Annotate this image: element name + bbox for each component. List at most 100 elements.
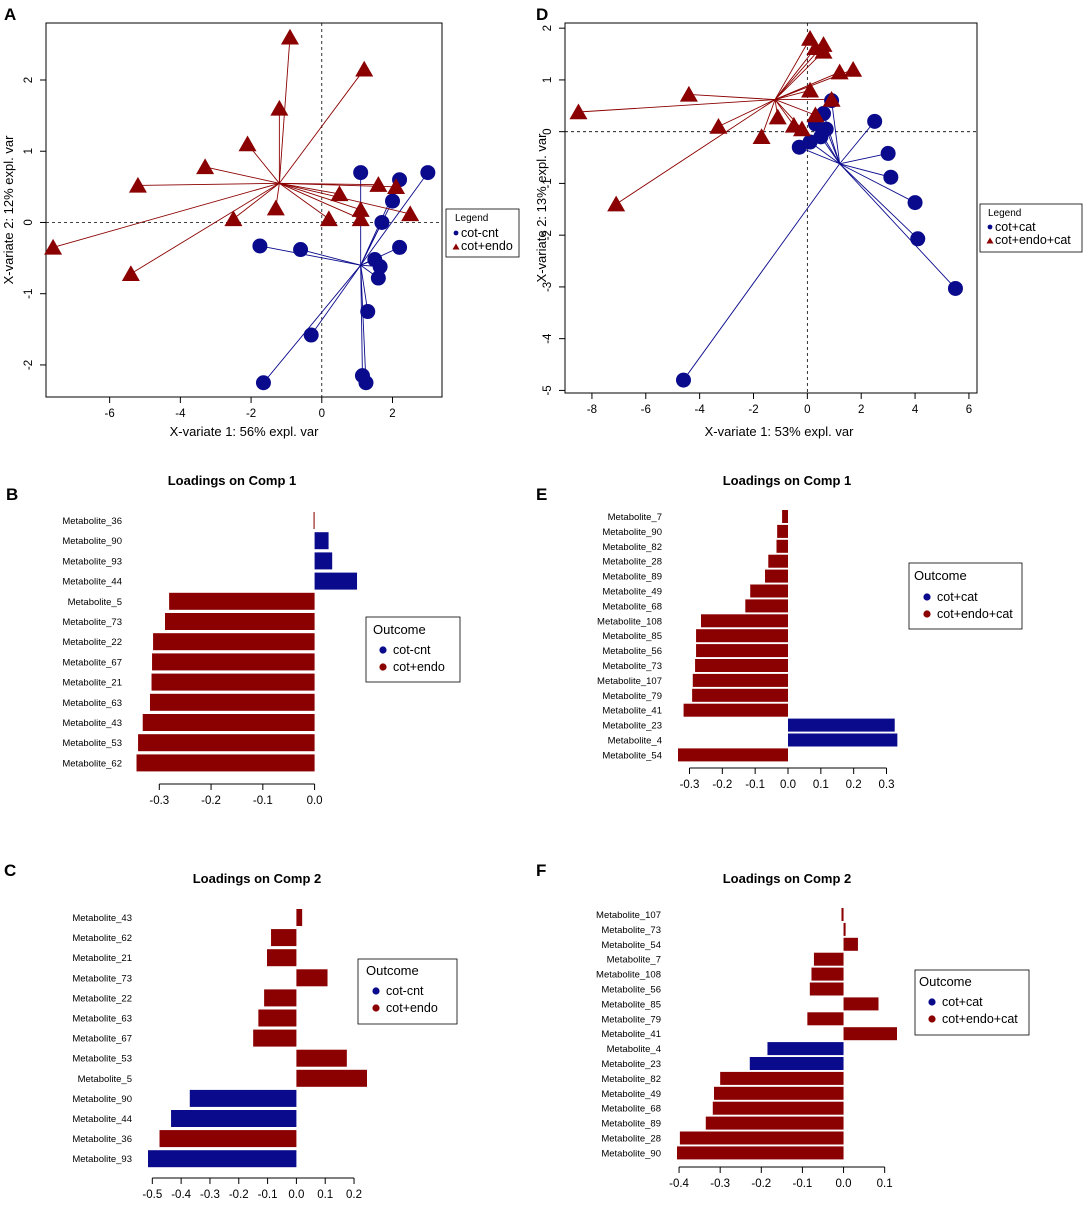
- panel-label-d: D: [536, 5, 548, 24]
- y-tick-label: -2: [542, 230, 554, 240]
- bar-metabolite-93: [148, 1150, 297, 1168]
- category-label: Metabolite_62: [72, 933, 132, 944]
- bar-panel-c: Loadings on Comp 2 Metabolite_43Metaboli…: [72, 871, 458, 1201]
- chart-title: Loadings on Comp 2: [193, 871, 322, 886]
- x-tick-label: 0: [319, 408, 325, 420]
- x-tick-label: -8: [587, 404, 597, 416]
- bar-metabolite-4: [767, 1042, 844, 1056]
- centroid-spokes: [52, 37, 429, 384]
- category-labels: Metabolite_7 Metabolite_90 Metabolite_82 Me…: [597, 512, 662, 761]
- bar-metabolite-22: [153, 633, 315, 651]
- legend-marker-2: [928, 1015, 936, 1023]
- spoke-line: [839, 163, 916, 203]
- category-label: Metabolite_36: [72, 1134, 132, 1145]
- y-axis-label: X-variate 2: 13% expl. var: [534, 133, 549, 283]
- x-tick-label: 0.0: [836, 1178, 852, 1190]
- y-tick-label: 0: [23, 219, 35, 225]
- legend: Outcome cot+cat cot+endo+cat: [914, 969, 1030, 1036]
- bar-metabolite-90: [189, 1089, 297, 1107]
- category-label: Metabolite_68: [601, 1104, 661, 1115]
- category-label: Metabolite_23: [601, 1059, 661, 1070]
- category-label: Metabolite_79: [602, 691, 662, 702]
- x-tick-label: 0.1: [877, 1178, 893, 1190]
- category-label: Metabolite_89: [601, 1119, 661, 1130]
- x-tick-label: 0.3: [879, 779, 895, 791]
- bar-metabolite-62: [136, 754, 315, 772]
- spoke-line: [137, 182, 280, 186]
- y-tick-label: -5: [542, 385, 554, 395]
- category-label: Metabolite_7: [608, 512, 662, 523]
- x-tick-label: -2: [246, 408, 256, 420]
- panel-label-a: A: [4, 5, 16, 24]
- category-label: Metabolite_73: [62, 617, 122, 628]
- category-label: Metabolite_90: [601, 1148, 661, 1159]
- category-label: Metabolite_63: [72, 1014, 132, 1025]
- spoke-line: [52, 182, 280, 248]
- bar-metabolite-73: [695, 659, 788, 672]
- point-cot+cat: [880, 145, 896, 161]
- category-label: Metabolite_89: [602, 572, 662, 583]
- spoke-line: [683, 163, 841, 381]
- bar-metabolite-21: [151, 673, 315, 691]
- point-cot+endo+cat: [822, 91, 841, 107]
- y-tick-label: 0: [542, 128, 554, 134]
- bar-metabolite-4: [788, 733, 898, 747]
- category-label: Metabolite_90: [602, 527, 662, 538]
- x-tick-label: -0.2: [712, 779, 732, 791]
- bar-metabolite-85: [843, 997, 879, 1011]
- x-tick-label: 0.0: [780, 779, 796, 791]
- bar-metabolite-82: [720, 1071, 844, 1085]
- bar-metabolite-67: [253, 1029, 297, 1047]
- spoke-line: [205, 166, 280, 184]
- category-label: Metabolite_22: [62, 637, 122, 648]
- bar-metabolite-41: [843, 1027, 897, 1041]
- point-cot+cat: [947, 280, 963, 296]
- bar-metabolite-5: [296, 1069, 367, 1087]
- bar-metabolite-56: [809, 982, 844, 996]
- point-cot+endo+cat: [752, 128, 771, 145]
- x-axis: -6 -4 -2 0 2: [105, 397, 396, 420]
- x-axis: -8 -6 -4 -2 0 2 4 6: [587, 393, 972, 416]
- legend-label-2: cot+endo+cat: [937, 607, 1013, 621]
- category-label: Metabolite_54: [601, 940, 661, 951]
- legend: Outcome cot-cnt cot+endo: [365, 616, 461, 683]
- bar-metabolite-49: [750, 584, 788, 598]
- spoke-line: [279, 182, 330, 220]
- point-cot+endo: [387, 178, 406, 195]
- category-label: Metabolite_108: [596, 970, 661, 981]
- category-label: Metabolite_53: [72, 1054, 132, 1065]
- category-label: Metabolite_5: [68, 597, 122, 608]
- point-cot+cat: [883, 169, 899, 185]
- data-points: [44, 28, 436, 391]
- bar-metabolite-43: [296, 909, 303, 926]
- legend-triangle-marker: [452, 243, 460, 250]
- centroid-spokes: [578, 38, 956, 381]
- legend: Outcome cot+cat cot+endo+cat: [908, 562, 1023, 630]
- x-tick-label: -6: [105, 408, 115, 420]
- point-cot+endo: [238, 135, 257, 152]
- point-cot+cat: [813, 129, 829, 145]
- point-cot+endo: [121, 265, 140, 281]
- point-cot+endo: [355, 60, 374, 77]
- category-label: Metabolite_82: [601, 1074, 661, 1085]
- point-cot+endo+cat: [569, 103, 588, 120]
- point-cot-cnt: [420, 165, 436, 181]
- x-tick-label: -0.1: [253, 795, 273, 807]
- point-cot-cnt: [370, 270, 386, 286]
- point-cot+endo: [128, 176, 147, 193]
- category-label: Metabolite_28: [602, 557, 662, 568]
- point-cot-cnt: [293, 242, 309, 258]
- y-axis: -2 -1 0 1 2: [23, 77, 46, 370]
- legend-label-1: cot+cat: [995, 220, 1036, 234]
- x-axis-label: X-variate 1: 56% expl. var: [170, 424, 320, 439]
- legend-label-1: cot+cat: [937, 590, 978, 604]
- spoke-line: [360, 222, 383, 266]
- bar-metabolite-22: [264, 989, 297, 1007]
- category-label: Metabolite_53: [62, 738, 122, 749]
- category-label: Metabolite_44: [62, 577, 122, 588]
- point-cot+cat: [910, 231, 926, 247]
- spoke-line: [839, 163, 891, 178]
- category-label: Metabolite_90: [72, 1094, 132, 1105]
- category-label: Metabolite_73: [602, 661, 662, 672]
